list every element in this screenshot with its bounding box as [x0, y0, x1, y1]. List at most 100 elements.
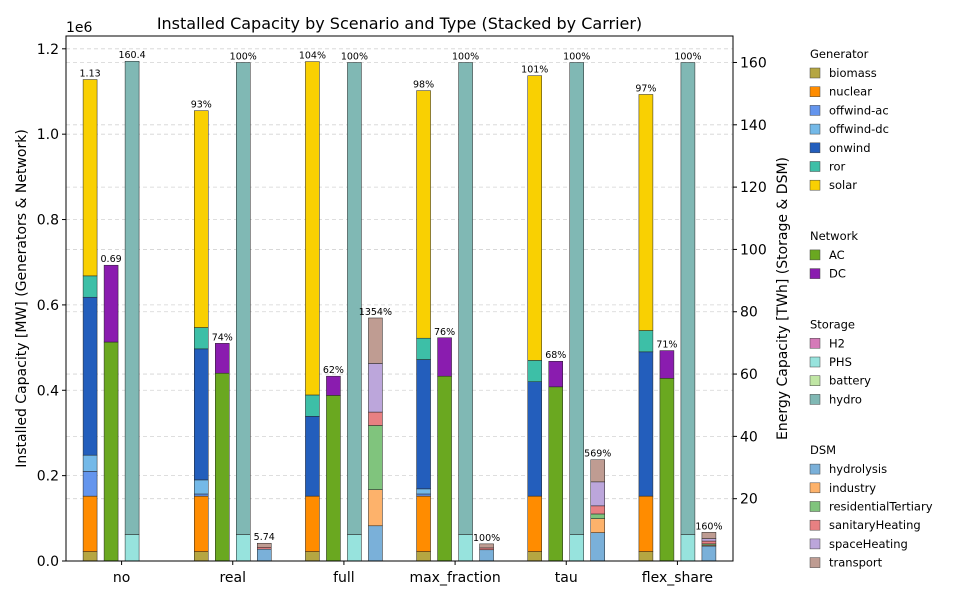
left-tick-label: 1.2	[37, 42, 59, 58]
bar-label-dsm-tau: 569%	[584, 449, 611, 460]
bar-label-generator-full: 104%	[299, 51, 326, 62]
legend-label-hydro: hydro	[829, 392, 862, 406]
bar-segment-dsm-transport-real	[257, 542, 272, 548]
legend-label-industry: industry	[829, 481, 876, 495]
bar-segment-generator-offwind-ac-no	[82, 471, 98, 497]
bar-label-network-tau: 68%	[545, 350, 566, 361]
legend-label-offwind-dc: offwind-dc	[829, 122, 889, 136]
bar-segment-generator-offwind-dc-max_fraction	[416, 488, 431, 495]
legend-label-ror: ror	[829, 160, 846, 174]
legend: Generator biomass nuclear offwind-ac offwind…	[809, 47, 933, 570]
left-axis-scale-label: 1e6	[66, 20, 93, 36]
bar-segment-dsm-residentialTertiary-full	[368, 425, 383, 490]
legend-label-hydrolysis: hydrolysis	[829, 462, 887, 476]
bar-segment-generator-ror-max_fraction	[416, 337, 431, 360]
x-tick-label-flex_share: flex_share	[642, 570, 713, 586]
legend-label-AC: AC	[829, 248, 845, 262]
bar-segment-storage-PHS-max_fraction	[458, 534, 473, 562]
bar-label-generator-max_fraction: 98%	[413, 80, 434, 91]
bar-segment-generator-solar-flex_share	[638, 94, 654, 331]
bar-segment-generator-onwind-flex_share	[638, 351, 654, 497]
legend-title-storage: Storage	[810, 317, 855, 331]
bar-segment-dsm-industry-tau	[590, 518, 605, 533]
legend-label-DC: DC	[829, 267, 846, 281]
bar-label-storage-full: 100%	[341, 51, 368, 62]
bar-label-dsm-max_fraction: 100%	[473, 533, 500, 544]
bar-segment-generator-nuclear-real	[194, 495, 209, 552]
legend-label-sanitaryHeating: sanitaryHeating	[829, 518, 921, 532]
bar-segment-generator-solar-tau	[527, 75, 542, 361]
legend-label-onwind: onwind	[829, 141, 871, 155]
left-tick-label: 0.8	[37, 213, 59, 229]
bar-segment-storage-PHS-full	[347, 534, 362, 562]
bar-segment-generator-solar-full	[305, 61, 320, 396]
bars	[82, 60, 717, 562]
bar-segment-dsm-transport-flex_share	[701, 532, 717, 539]
legend-swatch-onwind	[809, 142, 821, 154]
bar-segment-generator-ror-flex_share	[638, 330, 654, 353]
bar-segment-dsm-sanitaryHeating-max_fraction	[479, 547, 494, 551]
legend-swatch-residentialTertiary	[809, 501, 821, 512]
bar-label-dsm-real: 5.74	[254, 532, 275, 543]
bar-segment-network-DC-real	[215, 343, 230, 374]
bar-segment-generator-offwind-ac-max_fraction	[416, 493, 431, 497]
legend-swatch-AC	[809, 249, 821, 261]
bar-segment-dsm-spaceHeating-full	[368, 363, 383, 413]
legend-swatch-hydrolysis	[809, 463, 821, 475]
bar-segment-storage-hydro-no	[124, 60, 140, 535]
legend-label-battery: battery	[829, 374, 871, 388]
bar-segment-generator-solar-max_fraction	[416, 90, 431, 339]
bar-segment-generator-nuclear-no	[82, 495, 98, 552]
right-y-axis-label: Energy Capacity [TWh] (Storage & DSM)	[775, 157, 791, 440]
bar-label-network-real: 74%	[212, 332, 233, 343]
legend-title-generator: Generator	[810, 47, 869, 61]
bar-label-generator-tau: 101%	[521, 65, 548, 76]
bar-label-generator-real: 93%	[191, 100, 212, 111]
left-tick-label: 0.0	[37, 554, 59, 570]
x-tick-label-real: real	[219, 570, 246, 586]
legend-swatch-transport	[809, 557, 821, 568]
bar-segment-generator-biomass-tau	[527, 551, 542, 562]
bar-segment-dsm-hydrolysis-max_fraction	[479, 549, 494, 562]
bar-label-network-no: 0.69	[101, 254, 122, 265]
bar-segment-generator-onwind-no	[82, 296, 98, 456]
bar-segment-storage-PHS-tau	[569, 534, 584, 562]
bar-segment-dsm-transport-full	[368, 317, 383, 364]
bar-label-generator-no: 1.13	[80, 69, 101, 80]
legend-label-solar: solar	[829, 178, 857, 192]
bar-segment-dsm-sanitaryHeating-real	[257, 547, 272, 550]
bar-segment-generator-offwind-dc-real	[194, 479, 209, 495]
right-tick-label: 60	[740, 367, 758, 383]
left-tick-label: 0.4	[37, 383, 59, 399]
legend-label-spaceHeating: spaceHeating	[829, 537, 908, 551]
legend-swatch-H2	[809, 338, 821, 349]
legend-label-nuclear: nuclear	[829, 85, 872, 99]
bar-segment-generator-onwind-max_fraction	[416, 359, 431, 490]
bar-segment-generator-solar-real	[194, 110, 209, 328]
bar-label-network-flex_share: 71%	[656, 340, 677, 351]
legend-label-transport: transport	[829, 556, 883, 570]
bar-segment-network-DC-flex_share	[659, 350, 675, 379]
bar-segment-generator-biomass-max_fraction	[416, 551, 431, 562]
bar-segment-network-DC-no	[103, 264, 119, 343]
bar-segment-storage-PHS-real	[236, 534, 251, 562]
legend-swatch-spaceHeating	[809, 538, 821, 550]
bar-total-labels: 1.13 0.69 160.4 93% 74% 100% 5.74 104% 62% 100% 13…	[80, 50, 723, 544]
legend-label-biomass: biomass	[829, 66, 877, 80]
bar-label-storage-max_fraction: 100%	[452, 51, 479, 62]
bar-segment-network-AC-real	[215, 372, 230, 562]
bar-segment-dsm-transport-max_fraction	[479, 543, 494, 549]
bar-segment-storage-hydro-real	[236, 62, 251, 535]
bar-segment-network-AC-flex_share	[659, 378, 675, 562]
right-tick-label: 20	[740, 492, 758, 508]
bar-segment-dsm-spaceHeating-tau	[590, 481, 605, 507]
bar-segment-storage-hydro-full	[347, 62, 362, 535]
x-tick-label-full: full	[333, 570, 355, 586]
right-tick-label: 100	[740, 242, 767, 258]
bar-segment-storage-PHS-no	[124, 534, 140, 562]
bar-segment-dsm-hydrolysis-tau	[590, 532, 605, 562]
right-tick-label: 40	[740, 429, 758, 445]
bar-segment-generator-ror-tau	[527, 360, 542, 382]
bar-segment-generator-offwind-ac-real	[194, 493, 209, 497]
